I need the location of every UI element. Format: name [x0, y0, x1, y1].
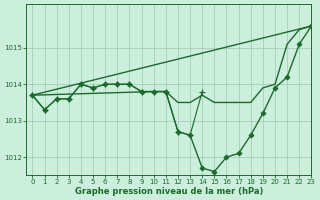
X-axis label: Graphe pression niveau de la mer (hPa): Graphe pression niveau de la mer (hPa)	[75, 187, 263, 196]
